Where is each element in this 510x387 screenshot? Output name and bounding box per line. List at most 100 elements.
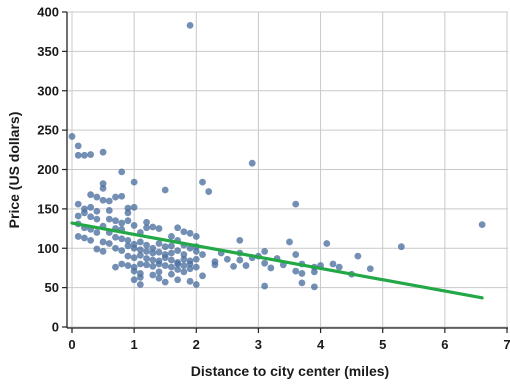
data-point — [74, 142, 82, 150]
data-point — [93, 215, 101, 223]
data-point — [124, 236, 132, 244]
data-point — [124, 217, 132, 225]
data-point — [74, 212, 82, 220]
data-point — [118, 247, 126, 255]
data-point — [93, 207, 101, 215]
y-tick-label: 400 — [37, 5, 59, 20]
data-point — [292, 251, 300, 258]
data-point — [174, 247, 182, 255]
y-tick-label: 350 — [37, 44, 59, 59]
data-point — [180, 262, 188, 269]
data-point — [143, 248, 150, 255]
data-point — [161, 278, 169, 286]
data-point — [192, 233, 200, 240]
data-point — [112, 217, 119, 225]
data-point — [168, 249, 175, 257]
data-point — [99, 185, 107, 192]
data-point — [174, 276, 182, 284]
x-tick-label: 2 — [193, 337, 200, 352]
data-point — [99, 238, 107, 246]
data-point — [143, 224, 150, 232]
data-point — [136, 273, 144, 281]
data-point — [366, 265, 374, 273]
data-point — [81, 151, 88, 159]
data-point — [149, 271, 157, 279]
data-point — [168, 256, 175, 264]
data-point — [174, 260, 182, 268]
data-point — [161, 262, 169, 269]
data-point — [155, 248, 163, 256]
data-point — [199, 272, 206, 280]
data-point — [130, 254, 138, 262]
x-tick-label: 4 — [317, 337, 325, 352]
data-point — [143, 261, 150, 269]
data-points — [68, 21, 486, 291]
data-point — [329, 260, 337, 268]
data-point — [261, 259, 269, 267]
data-point — [192, 255, 200, 263]
data-point — [74, 233, 82, 240]
data-point — [335, 263, 343, 271]
data-point — [118, 219, 126, 227]
data-point — [130, 222, 138, 229]
data-point — [298, 279, 306, 287]
data-point — [149, 256, 157, 264]
data-point — [323, 240, 331, 247]
data-point — [354, 252, 362, 260]
data-point — [93, 229, 101, 236]
data-point — [99, 148, 107, 156]
data-point — [478, 221, 486, 229]
data-point — [236, 236, 244, 244]
data-point — [87, 203, 95, 211]
data-point — [118, 192, 126, 200]
data-point — [118, 260, 126, 268]
data-point — [124, 204, 132, 212]
y-tick-label: 100 — [37, 241, 59, 256]
data-point — [105, 197, 113, 205]
x-tick-label: 5 — [379, 337, 386, 352]
data-point — [99, 248, 107, 255]
y-tick-label: 250 — [37, 123, 59, 138]
data-point — [105, 215, 113, 223]
data-point — [223, 255, 231, 263]
data-point — [211, 261, 219, 269]
data-point — [292, 267, 300, 275]
data-point — [199, 178, 206, 186]
data-point — [298, 270, 306, 277]
data-point — [186, 21, 194, 29]
data-point — [230, 262, 237, 270]
data-point — [149, 223, 157, 231]
data-point — [143, 241, 150, 249]
data-point — [267, 264, 275, 272]
data-point — [143, 218, 150, 226]
data-point — [310, 283, 318, 291]
data-point — [124, 209, 132, 217]
data-point — [68, 133, 76, 140]
data-point — [130, 276, 138, 284]
data-point — [186, 277, 194, 285]
data-point — [261, 248, 269, 255]
data-point — [168, 263, 175, 271]
data-point — [397, 243, 405, 251]
data-point — [242, 262, 250, 269]
data-point — [192, 248, 200, 255]
data-point — [186, 265, 194, 273]
data-point — [124, 252, 132, 260]
data-point — [155, 240, 163, 247]
data-point — [87, 191, 95, 199]
data-point — [130, 203, 138, 211]
data-point — [180, 251, 188, 258]
trend-line-group — [70, 221, 484, 300]
y-tick-label: 200 — [37, 162, 59, 177]
data-point — [136, 238, 144, 246]
data-point — [186, 260, 194, 268]
data-point — [124, 242, 132, 250]
data-point — [149, 244, 157, 252]
data-point — [205, 188, 213, 195]
data-point — [199, 251, 206, 258]
data-point — [155, 260, 163, 268]
data-point — [130, 244, 138, 252]
data-point — [81, 234, 88, 242]
data-point — [118, 168, 126, 176]
